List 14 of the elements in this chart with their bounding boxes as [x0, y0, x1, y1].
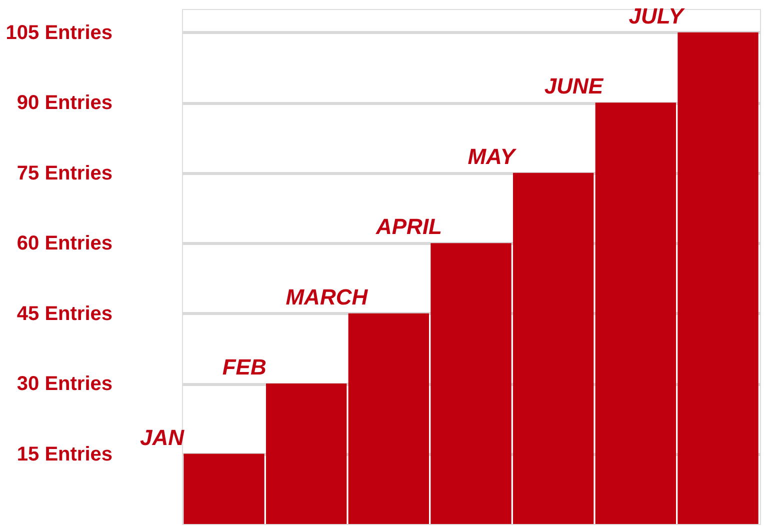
annotation: FEB — [222, 354, 266, 380]
y-tick-label: 15 Entries — [16, 443, 112, 466]
annotation: MARCH — [286, 284, 369, 310]
y-tick-label: 60 Entries — [16, 232, 112, 255]
annotation: MAY — [468, 144, 518, 169]
annotation: APRIL — [375, 214, 442, 240]
annotation: JULY — [628, 3, 686, 28]
y-tick-label: 90 Entries — [16, 92, 112, 114]
y-tick-label: 45 Entries — [16, 302, 112, 325]
annotation: JAN — [140, 424, 186, 450]
y-tick-label: 75 Entries — [16, 162, 112, 184]
y-tick-label: 105 Entries — [6, 22, 112, 44]
y-tick-label: 30 Entries — [16, 373, 112, 396]
annotation: JUNE — [544, 74, 604, 99]
